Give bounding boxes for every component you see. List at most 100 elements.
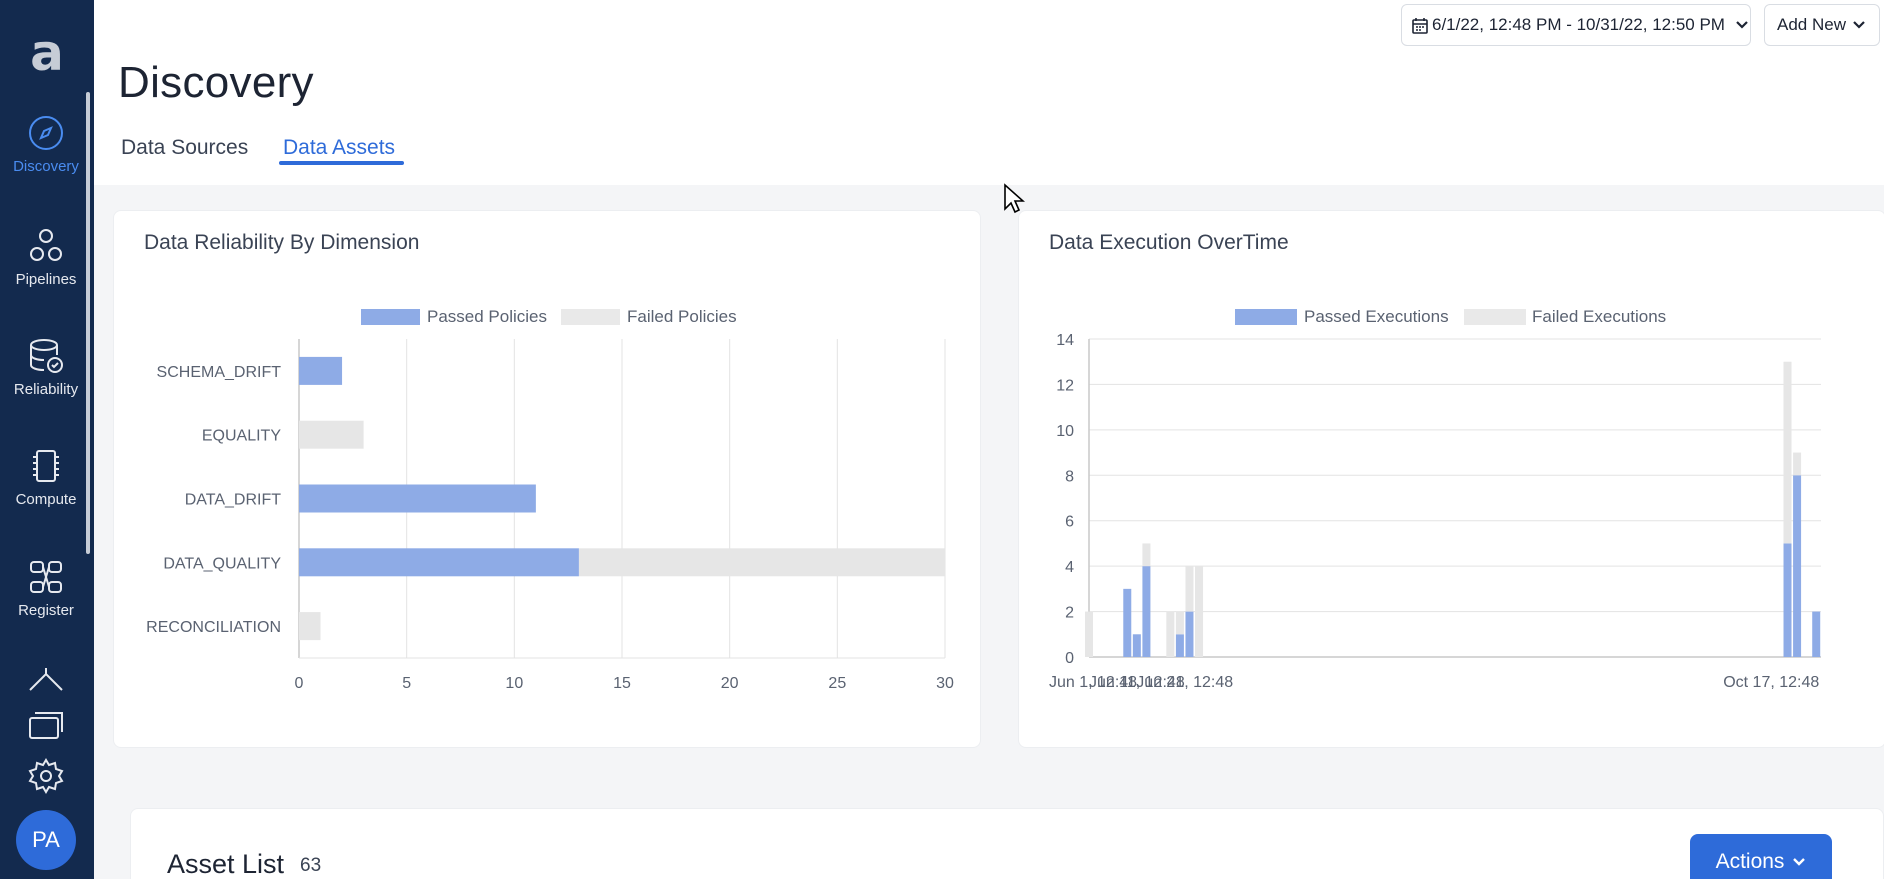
cards-icon <box>29 712 63 739</box>
reliability-card: Data Reliability By Dimension Passed Pol… <box>113 210 981 748</box>
bar-failed <box>1175 611 1184 635</box>
y-tick-label: 6 <box>1065 514 1074 531</box>
chevron-down-icon <box>1736 21 1748 29</box>
database-check-icon <box>30 339 63 373</box>
y-tick-label: EQUALITY <box>202 428 281 445</box>
bar-passed <box>1812 611 1821 657</box>
sidebar-item-label: Reliability <box>13 381 79 398</box>
bar-passed <box>1175 634 1184 657</box>
execution-card: Data Execution OverTime Passed Execution… <box>1018 210 1884 748</box>
bar-passed <box>299 356 343 385</box>
y-tick-label: 8 <box>1065 468 1074 485</box>
compass-icon <box>29 116 63 150</box>
legend-swatch-failed <box>1464 309 1526 325</box>
actions-label: Actions <box>1715 850 1785 873</box>
legend-label-failed: Failed Executions <box>1532 307 1666 326</box>
tab-data-assets[interactable]: Data Assets <box>283 136 396 159</box>
legend-label-passed: Passed Policies <box>427 307 547 326</box>
chart-legend: Passed Policies Failed Policies <box>361 307 737 326</box>
tab-data-sources[interactable]: Data Sources <box>121 136 249 159</box>
x-tick-label: 20 <box>721 675 739 692</box>
sidebar-item-label: Compute <box>15 491 77 508</box>
bar-failed <box>299 612 321 641</box>
pipelines-icon <box>30 229 62 261</box>
app-logo[interactable]: a <box>30 24 64 82</box>
x-tick-label: Oct 17, 12:48 <box>1723 674 1819 691</box>
x-tick-label: Jun 1, 12:48 <box>1049 674 1137 691</box>
sidebar: a Discovery Pipelines Reliability Comput… <box>0 0 94 879</box>
sidebar-item-pipelines[interactable]: Pipelines <box>0 227 92 288</box>
y-tick-label: 12 <box>1056 377 1074 394</box>
execution-chart: Passed Executions Failed Executions 0 2 4 6 8 1… <box>1049 307 1821 691</box>
add-new-label: Add New <box>1777 15 1846 34</box>
x-tick-label: Jun 21, 12:48 <box>1136 674 1233 691</box>
y-tick-label: RECONCILIATION <box>146 619 281 636</box>
legend-swatch-passed <box>1235 309 1297 325</box>
asset-list-count: 63 <box>300 855 322 876</box>
x-tick-label: 5 <box>402 675 411 692</box>
bar-passed <box>299 548 579 577</box>
bar-failed <box>1166 611 1175 657</box>
bar-failed <box>578 548 945 577</box>
page-header: Discovery Data Sources Data Assets 6/1/2… <box>94 0 1884 185</box>
active-tab-indicator <box>279 161 404 165</box>
bar-passed <box>299 484 536 513</box>
sidebar-item-upload[interactable] <box>0 666 92 692</box>
legend-swatch-passed <box>361 309 420 325</box>
date-range-value: 6/1/22, 12:48 PM - 10/31/22, 12:50 PM <box>1432 15 1725 34</box>
add-new-button[interactable]: Add New <box>1764 4 1880 46</box>
bar-failed <box>1783 361 1792 544</box>
x-tick-label: 25 <box>828 675 846 692</box>
chart-legend: Passed Executions Failed Executions <box>1235 307 1666 326</box>
mouse-cursor-icon <box>1004 183 1025 214</box>
legend-label-failed: Failed Policies <box>627 307 737 326</box>
bar-failed <box>1793 452 1802 476</box>
x-tick-label: 15 <box>613 675 631 692</box>
x-tick-label: Jun 11, 12:48 <box>1089 674 1185 691</box>
sidebar-item-compute[interactable]: Compute <box>0 447 92 508</box>
bar-passed <box>1123 588 1132 657</box>
sidebar-item-discovery[interactable]: Discovery <box>0 114 92 175</box>
bar-passed <box>1185 611 1194 657</box>
bar-failed <box>1085 611 1093 657</box>
sidebar-item-cards[interactable] <box>0 710 92 740</box>
y-tick-label: 14 <box>1056 332 1074 349</box>
y-tick-label: 2 <box>1065 605 1074 622</box>
y-tick-label: DATA_QUALITY <box>163 555 281 572</box>
sidebar-item-settings[interactable] <box>0 758 92 794</box>
sidebar-scrollbar[interactable] <box>86 92 90 554</box>
reliability-chart: Passed Policies Failed Policies 0 5 10 15 20 25… <box>146 307 954 692</box>
sidebar-item-label: Discovery <box>13 158 79 175</box>
y-tick-label: 4 <box>1065 559 1074 576</box>
sidebar-item-label: Register <box>18 602 74 619</box>
y-tick-label: 0 <box>1065 650 1074 667</box>
sidebar-item-reliability[interactable]: Reliability <box>0 337 92 398</box>
register-icon <box>30 561 62 593</box>
x-tick-label: 30 <box>936 675 954 692</box>
calendar-icon <box>1412 17 1428 34</box>
avatar[interactable]: PA <box>16 810 76 870</box>
bar-failed <box>299 420 364 449</box>
legend-swatch-failed <box>561 309 620 325</box>
bar-failed <box>1185 566 1194 612</box>
chip-icon <box>33 450 59 482</box>
x-tick-label: 0 <box>295 675 304 692</box>
bar-passed <box>1132 634 1141 657</box>
chevron-down-icon <box>1793 858 1806 866</box>
sidebar-item-label: Pipelines <box>15 271 77 288</box>
page-title: Discovery <box>118 58 314 107</box>
bar-passed <box>1793 475 1802 657</box>
x-tick-label: 10 <box>505 675 523 692</box>
y-tick-label: 10 <box>1056 423 1074 440</box>
asset-list-title: Asset List <box>167 849 285 879</box>
bar-passed <box>1142 566 1151 657</box>
bar-failed <box>1195 566 1204 657</box>
bar-failed <box>1142 543 1151 567</box>
reliability-card-title: Data Reliability By Dimension <box>144 231 420 254</box>
asset-list-card: Asset List 63 Actions <box>130 808 1884 879</box>
date-range-picker[interactable]: 6/1/22, 12:48 PM - 10/31/22, 12:50 PM <box>1401 4 1751 46</box>
sidebar-item-register[interactable]: Register <box>0 558 92 619</box>
execution-card-title: Data Execution OverTime <box>1049 231 1289 254</box>
actions-button[interactable]: Actions <box>1690 834 1832 879</box>
legend-label-passed: Passed Executions <box>1304 307 1449 326</box>
